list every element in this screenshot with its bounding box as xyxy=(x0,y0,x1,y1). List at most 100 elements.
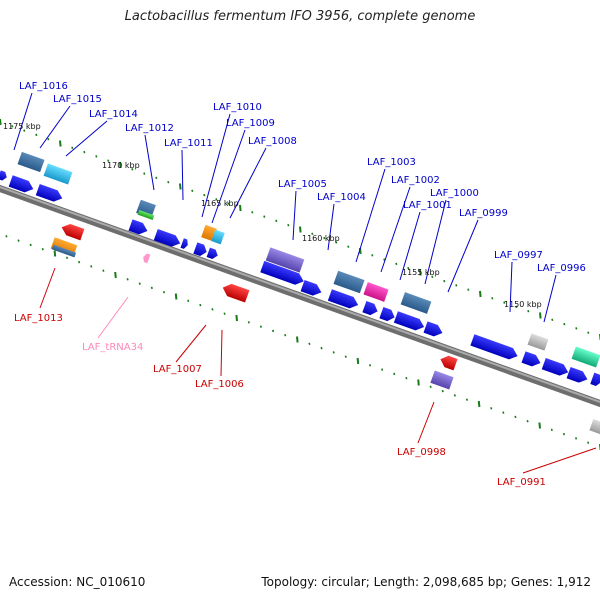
outer-tick-7 xyxy=(83,150,86,154)
gene-label-laf-0996: LAF_0996 xyxy=(537,263,586,274)
gene-label-laf-1013: LAF_1013 xyxy=(14,313,63,324)
inner-tick-26 xyxy=(308,342,311,346)
inner-tick-19 xyxy=(223,312,226,315)
scale-label-1165: 1165 kbp xyxy=(201,199,239,208)
inner-tick-9 xyxy=(102,269,105,272)
inner-tick-6 xyxy=(65,256,69,260)
cds-r-laf-1007 xyxy=(222,283,250,303)
gene-features xyxy=(0,151,600,436)
inner-tick-15 xyxy=(174,293,178,300)
feature-laf-0996 xyxy=(571,346,600,368)
feature-laf-0997 xyxy=(527,333,549,351)
outer-tick-24 xyxy=(287,223,290,227)
leader-laf-0999 xyxy=(447,219,479,293)
outer-tick-43 xyxy=(515,305,518,309)
outer-tick-6 xyxy=(71,146,74,150)
inner-tick-40 xyxy=(477,400,481,408)
inner-tick-32 xyxy=(381,368,384,371)
leader-laf-1013 xyxy=(39,267,56,309)
trna-laf-trna34 xyxy=(143,253,151,264)
gene-label-laf-1002: LAF_1002 xyxy=(391,175,440,186)
inner-tick-41 xyxy=(490,407,493,410)
outer-tick-12 xyxy=(143,172,146,175)
outer-tick-15 xyxy=(179,183,182,190)
inner-tick-13 xyxy=(150,286,153,290)
leader-laf-1011 xyxy=(181,149,184,201)
leader-laf-1008 xyxy=(229,147,267,219)
outer-tick-2 xyxy=(23,129,26,132)
feature-laf-0991 xyxy=(589,418,600,436)
inner-tick-46 xyxy=(550,428,553,432)
cds-f-12 xyxy=(362,300,378,316)
cds-f-19 xyxy=(566,366,588,383)
outer-tick-49 xyxy=(587,331,590,334)
inner-tick-31 xyxy=(368,364,372,367)
leader-laf-1014 xyxy=(65,120,108,157)
inner-tick-33 xyxy=(393,372,396,376)
leader-laf-1003 xyxy=(355,168,386,263)
outer-tick-3 xyxy=(35,133,38,137)
leader-laf-1005 xyxy=(292,190,297,241)
inner-tick-11 xyxy=(126,278,129,281)
outer-tick-11 xyxy=(131,168,134,171)
leader-laf-0997 xyxy=(509,261,513,313)
outer-tick-23 xyxy=(275,219,278,223)
inner-tick-10 xyxy=(114,271,117,279)
scale-label-1160: 1160 kbp xyxy=(302,234,340,243)
scale-label-1175: 1175 kbp xyxy=(3,122,41,131)
gene-label-laf-1015: LAF_1015 xyxy=(53,94,102,105)
cds-f-20 xyxy=(590,372,600,386)
outer-tick-44 xyxy=(527,309,530,313)
outer-tick-22 xyxy=(263,215,266,218)
gene-label-laf-1005: LAF_1005 xyxy=(278,179,327,190)
gene-label-laf-0999: LAF_0999 xyxy=(459,208,508,219)
cds-r-laf-0998 xyxy=(440,355,458,371)
leader-laf-1016 xyxy=(13,92,33,151)
cds-f-16 xyxy=(470,334,518,360)
inner-tick-43 xyxy=(514,415,517,419)
feature-laf-0998b xyxy=(430,370,454,390)
leader-laf-1006 xyxy=(220,329,223,377)
inner-tick-5 xyxy=(53,250,57,257)
inner-tick-39 xyxy=(465,398,469,401)
gene-label-laf-1003: LAF_1003 xyxy=(367,157,416,168)
inner-tick-18 xyxy=(211,308,214,311)
cds-f-5 xyxy=(153,228,181,247)
feature-laf-1002 xyxy=(363,282,389,302)
leader-laf-0998 xyxy=(417,401,435,444)
outer-tick-13 xyxy=(155,176,158,180)
cds-f-17 xyxy=(521,351,541,367)
inner-tick-17 xyxy=(199,303,202,307)
leader-laf-trna34 xyxy=(97,296,129,339)
inner-tick-47 xyxy=(562,432,566,436)
inner-tick-38 xyxy=(453,394,456,397)
inner-tick-2 xyxy=(17,239,20,242)
cds-f-8 xyxy=(206,247,218,260)
outer-tick-16 xyxy=(191,189,194,193)
scale-ticks-inner xyxy=(5,235,600,451)
inner-tick-22 xyxy=(259,325,263,328)
outer-tick-10 xyxy=(119,161,122,169)
cds-f-4 xyxy=(128,219,148,235)
outer-tick-38 xyxy=(455,284,458,287)
leader-laf-1002 xyxy=(380,186,411,273)
gene-label-laf-1011: LAF_1011 xyxy=(164,138,213,149)
outer-tick-18 xyxy=(215,198,218,201)
feature-laf-1016 xyxy=(17,151,45,173)
outer-tick-9 xyxy=(107,159,110,162)
leader-laf-1007 xyxy=(175,324,207,363)
inner-tick-7 xyxy=(78,260,81,264)
cds-r-laf-1013 xyxy=(61,224,85,241)
cds-f-1 xyxy=(0,170,7,181)
outer-tick-1 xyxy=(11,125,14,128)
gene-labels: LAF_1016 LAF_1015 LAF_1014 LAF_1012 LAF_… xyxy=(14,81,586,488)
inner-tick-37 xyxy=(441,389,444,393)
inner-tick-24 xyxy=(284,333,287,337)
inner-tick-42 xyxy=(502,411,505,414)
inner-tick-14 xyxy=(162,290,166,294)
leader-laf-1004 xyxy=(327,203,335,251)
leader-laf-1015 xyxy=(39,105,71,149)
outer-tick-45 xyxy=(539,312,542,319)
inner-tick-20 xyxy=(235,314,238,322)
